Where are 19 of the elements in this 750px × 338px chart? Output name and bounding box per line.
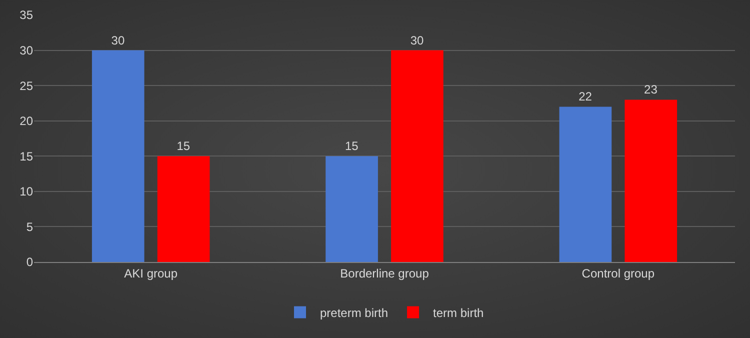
y-tick-label: 20 — [20, 114, 34, 128]
data-label: 15 — [344, 139, 359, 154]
data-label: 30 — [410, 33, 424, 48]
data-label: 22 — [578, 90, 592, 104]
legend-label: preterm birth — [320, 306, 388, 320]
y-tick-label: 30 — [20, 43, 34, 58]
y-tick-label: 15 — [20, 149, 34, 164]
x-tick-label: AKI group — [124, 266, 178, 280]
legend-label: term birth — [433, 306, 484, 320]
y-tick-label: 10 — [20, 184, 34, 199]
y-tick-label: 0 — [26, 255, 34, 270]
data-label: 30 — [111, 33, 125, 48]
y-tick-label: 35 — [20, 8, 34, 22]
data-label: 23 — [644, 82, 658, 97]
x-tick-label: Borderline group — [340, 266, 430, 280]
data-label: 15 — [176, 139, 190, 154]
x-tick-label: Control group — [582, 266, 655, 280]
y-tick-label: 25 — [20, 78, 34, 93]
y-tick-label: 5 — [26, 220, 34, 234]
